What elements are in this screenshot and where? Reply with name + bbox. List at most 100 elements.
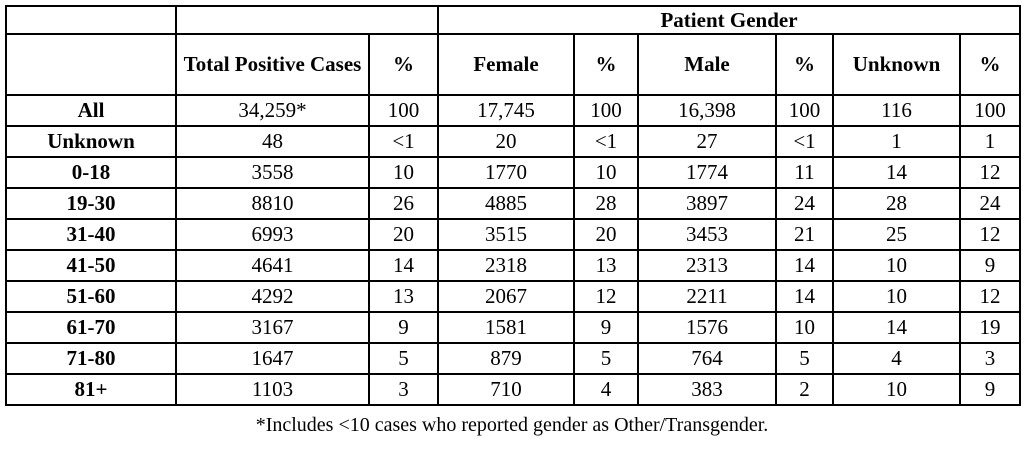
table-cell: 9 — [959, 373, 1021, 406]
row-label-31-40: 31-40 — [5, 218, 177, 251]
table-row: 31-40 6993 20 3515 20 3453 21 25 12 — [5, 218, 1021, 251]
table-cell: 2313 — [637, 249, 777, 282]
table-cell: 4885 — [437, 187, 575, 220]
table-cell: 12 — [959, 218, 1021, 251]
column-header-unknown-percent: % — [959, 33, 1021, 96]
table-cell: 9 — [573, 311, 639, 344]
table-cell: 4 — [573, 373, 639, 406]
table-cell: 14 — [775, 280, 834, 313]
table-row: 19-30 8810 26 4885 28 3897 24 28 24 — [5, 187, 1021, 220]
row-label-all: All — [5, 94, 177, 127]
table-cell: 11 — [775, 156, 834, 189]
patient-gender-group-cell: Patient Gender — [437, 5, 1021, 35]
column-header-total-positive-cases: Total Positive Cases — [175, 33, 370, 96]
table-cell: 20 — [573, 218, 639, 251]
table-cell: 14 — [832, 156, 961, 189]
table-cell: 2067 — [437, 280, 575, 313]
table-cell: 1103 — [175, 373, 370, 406]
table-cell: 1647 — [175, 342, 370, 375]
table-cell: 19 — [959, 311, 1021, 344]
row-label-41-50: 41-50 — [5, 249, 177, 282]
table-cell: 13 — [368, 280, 439, 313]
table-row: 71-80 1647 5 879 5 764 5 4 3 — [5, 342, 1021, 375]
table-cell: 28 — [832, 187, 961, 220]
table-row: 0-18 3558 10 1770 10 1774 11 14 12 — [5, 156, 1021, 189]
table-cell: 100 — [775, 94, 834, 127]
table-cell: 48 — [175, 125, 370, 158]
table-cell: 1774 — [637, 156, 777, 189]
column-header-row: Total Positive Cases % Female % Male % U… — [5, 33, 1021, 96]
table-cell: 879 — [437, 342, 575, 375]
table-cell: 13 — [573, 249, 639, 282]
table-cell: 1 — [832, 125, 961, 158]
column-header-male-percent: % — [775, 33, 834, 96]
table-cell: 8810 — [175, 187, 370, 220]
group-header-row: Patient Gender — [5, 5, 1021, 35]
table-cell: <1 — [775, 125, 834, 158]
table-cell: 12 — [959, 280, 1021, 313]
column-header-female-percent: % — [573, 33, 639, 96]
table-cell: 17,745 — [437, 94, 575, 127]
table-cell: <1 — [573, 125, 639, 158]
table-cell: 24 — [775, 187, 834, 220]
table-cell: 10 — [832, 249, 961, 282]
table-cell: 3558 — [175, 156, 370, 189]
table-cell: 3 — [368, 373, 439, 406]
row-label-61-70: 61-70 — [5, 311, 177, 344]
table-row: 61-70 3167 9 1581 9 1576 10 14 19 — [5, 311, 1021, 344]
table-cell: 3167 — [175, 311, 370, 344]
table-cell: 26 — [368, 187, 439, 220]
column-header-age — [5, 33, 177, 96]
table-cell: 9 — [368, 311, 439, 344]
column-header-female: Female — [437, 33, 575, 96]
table-cell: 16,398 — [637, 94, 777, 127]
table-cell: 383 — [637, 373, 777, 406]
table-cell: 100 — [573, 94, 639, 127]
table-cell: 10 — [775, 311, 834, 344]
column-header-male: Male — [637, 33, 777, 96]
table-cell: 5 — [775, 342, 834, 375]
table-cell: 1 — [959, 125, 1021, 158]
table-cell: 100 — [959, 94, 1021, 127]
table-cell: 9 — [959, 249, 1021, 282]
table-row: Unknown 48 <1 20 <1 27 <1 1 1 — [5, 125, 1021, 158]
table-cell: 764 — [637, 342, 777, 375]
table-cell: 5 — [368, 342, 439, 375]
table-cell: 4641 — [175, 249, 370, 282]
table-row: All 34,259* 100 17,745 100 16,398 100 116 100 — [5, 94, 1021, 127]
table-cell: 12 — [573, 280, 639, 313]
table-cell: 3897 — [637, 187, 777, 220]
table-cell: <1 — [368, 125, 439, 158]
table-body: All 34,259* 100 17,745 100 16,398 100 116 100 Unk… — [5, 94, 1021, 406]
table-cell: 6993 — [175, 218, 370, 251]
table-cell: 3515 — [437, 218, 575, 251]
table-cell: 14 — [775, 249, 834, 282]
table-cell: 2318 — [437, 249, 575, 282]
table-row: 81+ 1103 3 710 4 383 2 10 9 — [5, 373, 1021, 406]
table-cell: 2 — [775, 373, 834, 406]
table-cell: 14 — [832, 311, 961, 344]
table-cell: 5 — [573, 342, 639, 375]
table-cell: 34,259* — [175, 94, 370, 127]
table-row: 51-60 4292 13 2067 12 2211 14 10 12 — [5, 280, 1021, 313]
table-cell: 1770 — [437, 156, 575, 189]
table-cell: 25 — [832, 218, 961, 251]
table-cell: 21 — [775, 218, 834, 251]
table-cell: 12 — [959, 156, 1021, 189]
table-cell: 28 — [573, 187, 639, 220]
column-header-total-percent: % — [368, 33, 439, 96]
table-cell: 10 — [573, 156, 639, 189]
table-cell: 4292 — [175, 280, 370, 313]
table-cell: 3 — [959, 342, 1021, 375]
row-label-19-30: 19-30 — [5, 187, 177, 220]
row-label-unknown: Unknown — [5, 125, 177, 158]
row-label-81+: 81+ — [5, 373, 177, 406]
table-cell: 2211 — [637, 280, 777, 313]
table-cell: 1581 — [437, 311, 575, 344]
row-label-71-80: 71-80 — [5, 342, 177, 375]
table-cell: 100 — [368, 94, 439, 127]
table-cell: 20 — [437, 125, 575, 158]
table-cell: 710 — [437, 373, 575, 406]
table-cell: 10 — [832, 373, 961, 406]
table-cell: 116 — [832, 94, 961, 127]
